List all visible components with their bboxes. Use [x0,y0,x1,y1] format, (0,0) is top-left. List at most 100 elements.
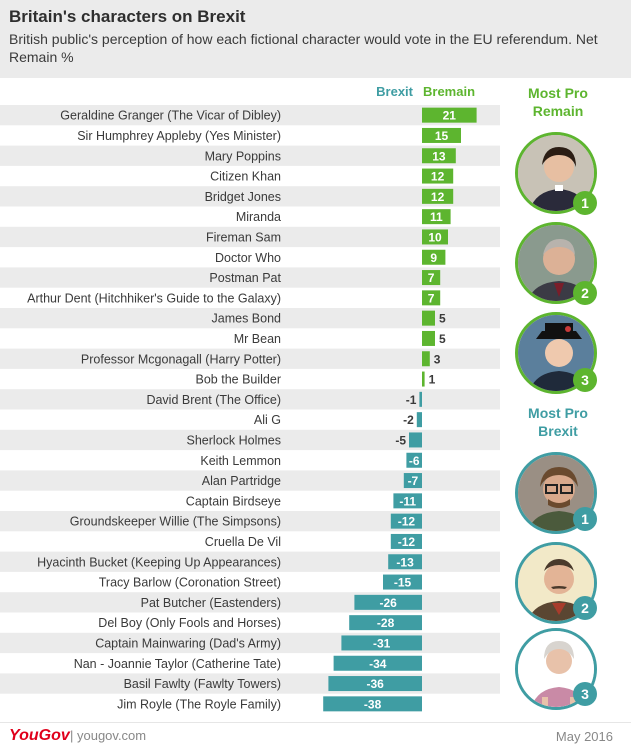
value-label: 3 [434,352,441,366]
bar-brexit [333,655,422,671]
category-label: Sir Humphrey Appleby (Yes Minister) [77,129,281,143]
category-label: Sherlock Holmes [187,433,281,447]
value-label: 5 [439,332,446,346]
yougov-logo: YouGov [9,727,70,744]
row-shade [0,267,500,288]
bar-brexit [390,533,422,549]
row-shade [0,470,500,491]
pro-brexit-heading-line2: Brexit [538,423,578,439]
value-label: -6 [409,454,420,468]
category-label: Professor Mcgonagall (Harry Potter) [81,352,281,366]
bar-brexit [416,412,422,428]
category-label: Keith Lemmon [200,454,281,468]
pro-brexit-heading-line1: Most Pro [528,405,588,421]
bar-brexit [354,594,422,610]
row-shade [0,551,500,572]
row-shade [0,226,500,248]
category-label: Mr Bean [234,332,281,346]
value-label: 7 [428,291,435,305]
brexit-rank-2-badge: 2 [573,596,597,620]
value-label: -5 [395,433,406,447]
row-shade [0,308,500,329]
row-shade [0,429,500,451]
value-label: 12 [431,170,445,184]
bar-brexit [390,513,422,529]
pro-remain-heading-line1: Most Pro [528,85,588,101]
bar-brexit [388,554,422,570]
pro-remain-heading-line2: Remain [532,103,584,119]
bar-remain [422,310,435,326]
footer: YouGov | yougov.com May 2016 [0,722,631,751]
category-label: Hyacinth Bucket (Keeping Up Appearances) [37,555,281,569]
value-label: -34 [369,657,387,671]
category-label: Bob the Builder [196,373,281,387]
value-label: 1 [429,373,436,387]
value-label: -36 [367,677,385,691]
remain-rank-1-badge: 1 [573,191,597,215]
bar-remain [422,168,454,184]
brexit-rank-3-badge: 3 [573,682,597,706]
value-label: 13 [432,149,446,163]
bar-brexit [341,635,422,651]
category-label: Miranda [236,210,281,224]
chart-subtitle: British public's perception of how each … [9,31,598,65]
site-link[interactable]: | yougov.com [70,728,147,743]
value-label: -28 [377,616,395,630]
bar-brexit [328,676,422,692]
legend-bremain: Bremain [423,84,475,99]
publication-date: May 2016 [555,729,613,744]
category-label: Ali G [254,413,281,427]
value-label: -15 [394,576,412,590]
bar-chart: Brexit Bremain Geraldine Granger (The Vi… [0,84,500,712]
pro-brexit-heading: Most Pro Brexit [513,404,603,440]
category-label: Captain Birdseye [186,494,281,508]
category-label: Bridget Jones [205,190,281,204]
category-label: Mary Poppins [205,149,281,163]
category-label: Geraldine Granger (The Vicar of Dibley) [60,109,281,123]
header: Britain's characters on Brexit British p… [0,0,631,78]
bar-remain [422,209,451,225]
value-label: -1 [406,393,417,407]
brexit-rank-1-badge: 1 [573,507,597,531]
value-label: -26 [380,596,398,610]
category-label: Alan Partridge [202,474,281,488]
category-label: Captain Mainwaring (Dad's Army) [95,636,281,650]
value-label: -11 [399,494,416,508]
category-label: Tracy Barlow (Coronation Street) [99,576,281,590]
category-label: Groundskeeper Willie (The Simpsons) [70,515,281,529]
row-shade [0,511,500,532]
category-label: Del Boy (Only Fools and Horses) [98,616,281,630]
row-shade [0,389,500,410]
value-label: -38 [364,697,382,711]
bar-brexit [419,391,422,407]
value-label: 7 [428,271,435,285]
value-label: 5 [439,312,446,326]
category-label: Fireman Sam [206,230,281,244]
value-label: 15 [435,129,449,143]
category-label: Doctor Who [215,251,281,265]
value-label: -12 [398,535,416,549]
legend-brexit: Brexit [376,84,414,99]
row-shade [0,105,500,126]
bar-remain [422,330,435,346]
category-label: Basil Fawlty (Fawlty Towers) [124,677,281,691]
value-label: 10 [428,230,442,244]
bar-remain [422,351,430,367]
row-shade [0,186,500,207]
remain-rank-3-badge: 3 [573,368,597,392]
value-label: -12 [398,515,416,529]
bar-brexit [383,574,422,590]
category-label: David Brent (The Office) [146,393,281,407]
category-label: James Bond [212,312,282,326]
bar-remain [422,107,477,123]
bar-remain [422,188,454,204]
value-label: -13 [396,555,414,569]
bar-remain [422,371,425,387]
bar-brexit [349,615,422,631]
bar-remain [422,148,456,164]
bar-remain [422,249,446,265]
bar-remain [422,290,441,306]
bar-remain [422,270,441,286]
category-label: Pat Butcher (Eastenders) [141,596,281,610]
value-label: 12 [431,190,445,204]
